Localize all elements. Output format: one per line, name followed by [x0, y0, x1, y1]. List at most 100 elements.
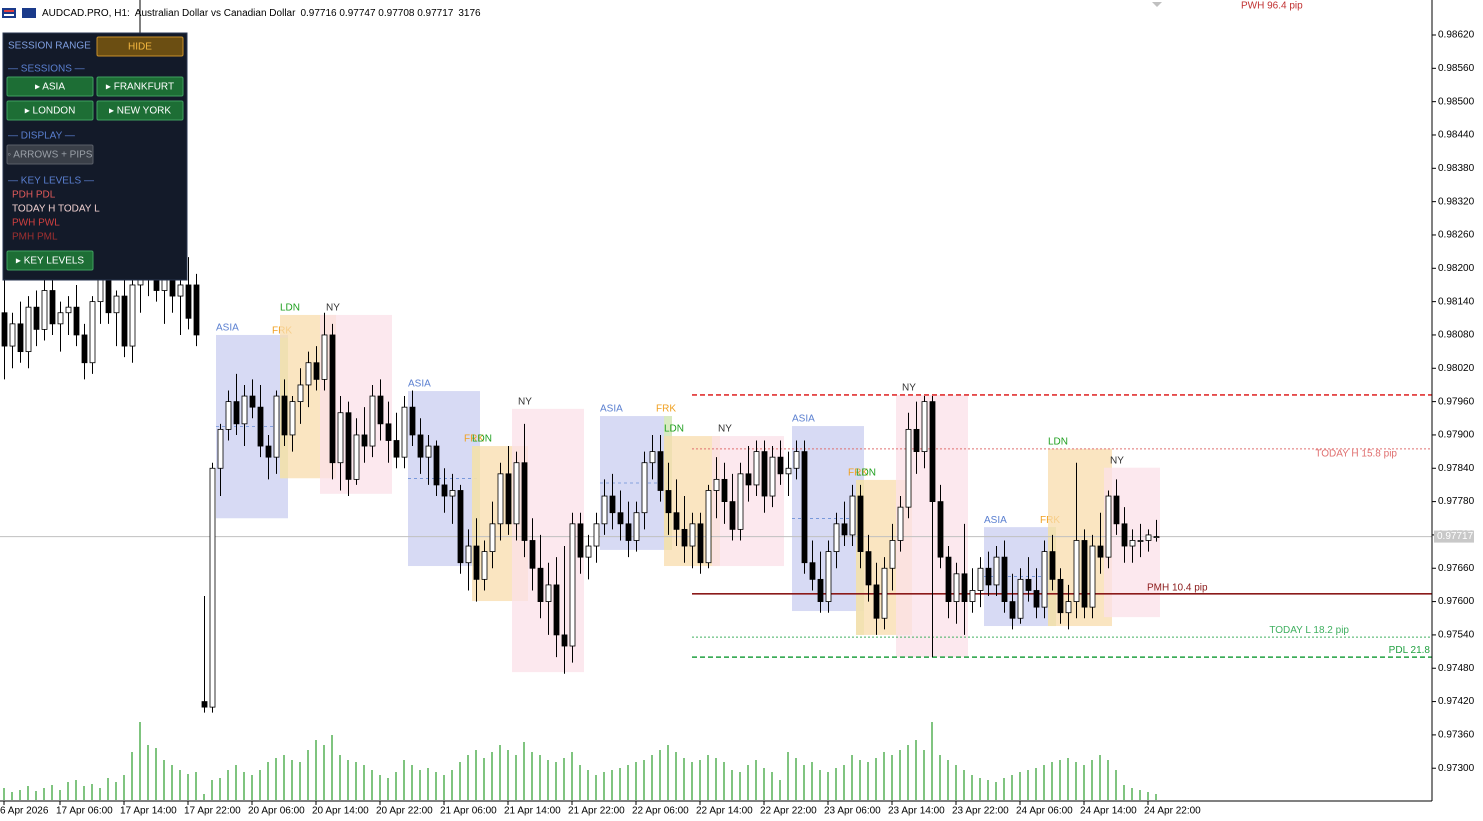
candle-body — [49, 290, 56, 325]
y-tick-label: 0.97660 — [1438, 563, 1475, 574]
candle-body — [353, 434, 360, 480]
candle-body — [1089, 545, 1096, 608]
y-tick-label: 0.98260 — [1438, 230, 1475, 241]
candle-body — [201, 701, 208, 708]
candle-body — [65, 306, 72, 314]
candle-body — [25, 306, 32, 353]
candle-body — [9, 323, 16, 347]
candle-body — [985, 567, 992, 586]
key-levels-button-label[interactable]: ▸ KEY LEVELS — [16, 256, 85, 267]
candle-body — [673, 512, 680, 530]
session-button[interactable] — [96, 100, 184, 121]
candle-body — [97, 279, 104, 303]
candle-body — [129, 284, 136, 347]
candle-body — [33, 306, 40, 330]
candle-body — [569, 523, 576, 647]
candle-body — [457, 490, 464, 564]
x-tick-label: 20 Apr 06:00 — [248, 806, 305, 817]
candle-body — [769, 456, 776, 497]
candle-body — [161, 279, 168, 291]
candle-body — [721, 478, 728, 502]
candle-body — [1, 312, 8, 347]
y-tick-label: 0.98200 — [1438, 263, 1475, 274]
candle-body — [433, 445, 440, 486]
candle-body — [1009, 601, 1016, 619]
candle-body — [1129, 540, 1136, 547]
scroll-marker — [1152, 2, 1162, 7]
y-tick-label: 0.98620 — [1438, 30, 1475, 41]
candle-body — [953, 573, 960, 602]
candle-body — [641, 462, 648, 514]
candle-body — [833, 523, 840, 552]
session-button-label[interactable]: ▸ ASIA — [35, 82, 65, 93]
candle-body — [465, 545, 472, 564]
candle-body — [729, 501, 736, 530]
candle-body — [297, 384, 304, 403]
y-tick-label: 0.97600 — [1438, 596, 1475, 607]
candle-body — [905, 428, 912, 508]
x-tick-label: 21 Apr 06:00 — [440, 806, 497, 817]
display-button[interactable] — [6, 144, 94, 165]
candle-body — [1025, 578, 1032, 591]
session-label: LDN — [280, 303, 300, 314]
session-button[interactable] — [6, 76, 94, 97]
candle-body — [1001, 556, 1008, 602]
candle-body — [241, 395, 248, 425]
candle-body — [449, 490, 456, 497]
display-button-label[interactable]: ◦ ARROWS + PIPS — [8, 150, 93, 161]
session-button[interactable] — [96, 76, 184, 97]
candle-body — [505, 473, 512, 525]
hide-button[interactable] — [96, 36, 184, 57]
candle-body — [497, 473, 504, 525]
candle-body — [993, 556, 1000, 586]
hide-button-label[interactable]: HIDE — [128, 42, 152, 53]
x-tick-label: 6 Apr 2026 — [0, 806, 49, 817]
y-tick-label: 0.98440 — [1438, 130, 1475, 141]
candle-body — [1017, 578, 1024, 619]
candle-body — [761, 451, 768, 497]
candle-body — [857, 495, 864, 552]
candle-body — [929, 401, 936, 502]
candle-body — [713, 478, 720, 491]
candle-body — [617, 512, 624, 525]
y-tick-label: 0.98380 — [1438, 163, 1475, 174]
candle-body — [625, 523, 632, 541]
candle-body — [257, 406, 264, 447]
x-tick-label: 23 Apr 22:00 — [952, 806, 1009, 817]
level-row: PDH PDL — [12, 190, 56, 201]
session-label: LDN — [472, 434, 492, 445]
candle-body — [409, 406, 416, 436]
session-button[interactable] — [6, 100, 94, 121]
x-tick-label: 17 Apr 06:00 — [56, 806, 113, 817]
key-level-label: PMH 10.4 pip — [1147, 582, 1208, 593]
key-levels-button[interactable] — [6, 250, 94, 271]
panel-title: SESSION RANGE — [8, 41, 91, 52]
candle-body — [1153, 536, 1160, 538]
candle-body — [513, 462, 520, 525]
session-button-label[interactable]: ▸ LONDON — [25, 106, 76, 117]
candle-body — [681, 528, 688, 547]
candle-body — [441, 484, 448, 497]
candle-body — [1049, 551, 1056, 580]
menu-icon — [4, 10, 14, 12]
candle-body — [809, 562, 816, 580]
candle-body — [697, 523, 704, 564]
x-tick-label: 20 Apr 14:00 — [312, 806, 369, 817]
candle-body — [585, 545, 592, 558]
candle-body — [481, 551, 488, 580]
level-row: TODAY H TODAY L — [12, 204, 100, 215]
candle-body — [233, 401, 240, 425]
candle-body — [1145, 534, 1152, 541]
candle-body — [281, 395, 288, 436]
session-label: ASIA — [792, 414, 815, 425]
candle-body — [17, 323, 24, 353]
candle-body — [57, 312, 64, 325]
session-button-label[interactable]: ▸ NEW YORK — [109, 106, 171, 117]
candle-body — [1121, 523, 1128, 547]
menu-icon — [2, 8, 16, 18]
y-tick-label: 0.97360 — [1438, 730, 1475, 741]
candle-body — [737, 473, 744, 530]
session-button-label[interactable]: ▸ FRANKFURT — [106, 82, 174, 93]
y-tick-label: 0.98080 — [1438, 330, 1475, 341]
